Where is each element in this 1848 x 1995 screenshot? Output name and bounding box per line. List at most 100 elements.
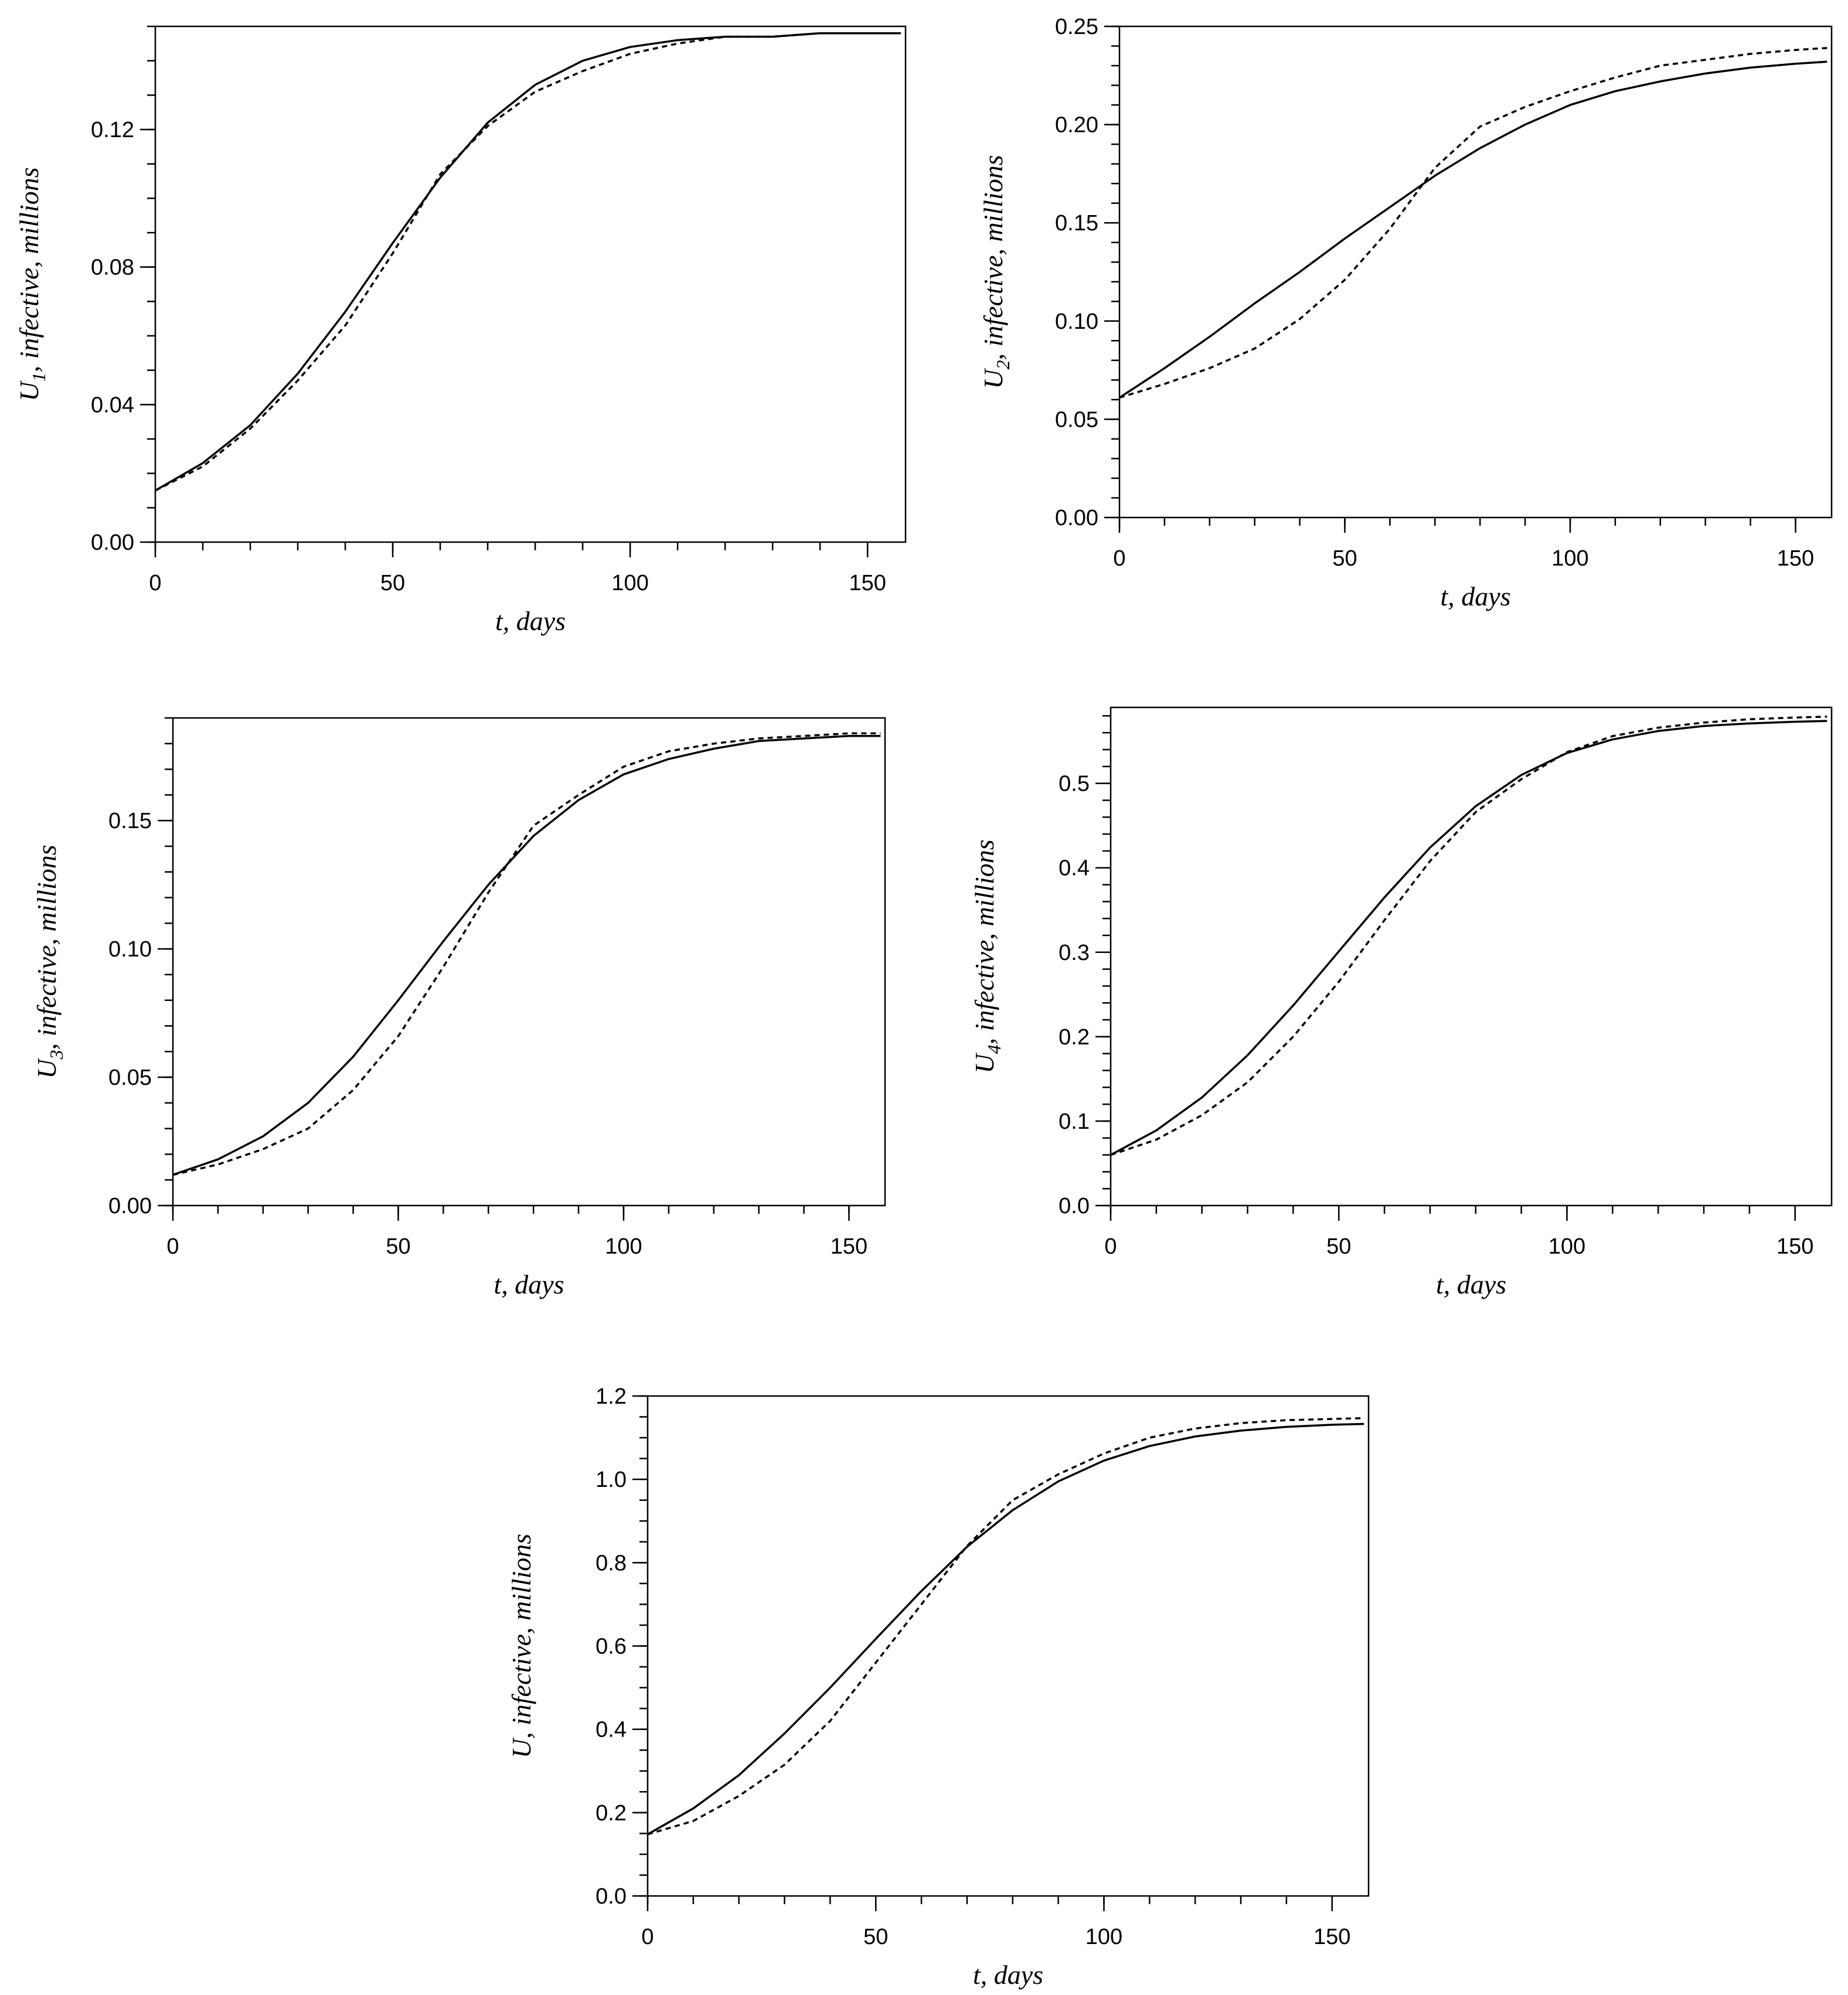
data-point-data: [1194, 1428, 1196, 1429]
y-tick-label: 0.05: [108, 1065, 152, 1090]
x-tick-label: 0: [1104, 1234, 1117, 1259]
x-tick-label: 50: [863, 1925, 888, 1949]
y-axis-label-subscript: 3: [46, 1050, 67, 1060]
chart-u1: 0 50 100 150 0.00 0.04 0.08 0.12 t, days U1, infe…: [14, 25, 907, 636]
x-tick-label: 0: [1113, 546, 1125, 571]
x-tick-label: 100: [1548, 1234, 1585, 1259]
plot-frame: [1110, 706, 1833, 1207]
x-tick-label: 150: [1776, 1234, 1813, 1259]
series-line-model: [647, 1422, 1364, 1836]
data-point-data: [202, 465, 204, 467]
data-point-data: [1794, 717, 1796, 719]
data-point-data: [1659, 65, 1661, 67]
x-tick-label: 100: [605, 1234, 642, 1259]
data-point-data: [1363, 1417, 1365, 1419]
x-axis-label: t, days: [495, 606, 566, 636]
y-axis-label-subscript: 4: [983, 1044, 1005, 1054]
x-axis-label: t, days: [494, 1269, 564, 1299]
y-axis-label-subscript: 1: [28, 372, 49, 382]
series-line-model: [1110, 720, 1827, 1156]
y-tick-label: 0.12: [91, 118, 134, 142]
x-tick-label: 50: [386, 1234, 410, 1259]
data-point-data: [1285, 1419, 1287, 1421]
chart-u3: 0 50 100 150 0.00 0.05 0.10 0.15 t, days U3, infe…: [32, 717, 886, 1299]
x-tick-label: 50: [1326, 1234, 1351, 1259]
x-axis-label: t, days: [1440, 581, 1510, 611]
y-axis-label-main: U: [978, 368, 1008, 389]
y-axis-label-main: U: [969, 1053, 999, 1074]
x-tick-label: 50: [1332, 546, 1357, 571]
y-tick-label: 0.00: [1055, 506, 1098, 530]
y-tick-label: 0.10: [108, 937, 152, 962]
plot-frame: [646, 1395, 1370, 1897]
data-point-data: [1103, 1453, 1105, 1455]
y-tick-label: 0.5: [1059, 772, 1090, 796]
x-tick-label: 150: [1313, 1925, 1350, 1949]
plot-frame: [1118, 25, 1833, 519]
y-tick-label: 0.8: [595, 1551, 627, 1575]
y-tick-label: 0.20: [1055, 113, 1098, 138]
y-tick-label: 0.6: [595, 1635, 627, 1659]
data-point-data: [1569, 90, 1571, 92]
data-point-data: [677, 43, 679, 45]
y-tick-label: 0.00: [91, 530, 134, 555]
x-tick-label: 150: [1777, 546, 1814, 571]
y-axis-label: U, infective, millions: [506, 1534, 536, 1758]
y-tick-label: 0.15: [108, 809, 152, 833]
data-point-data: [1434, 167, 1436, 169]
plot-frame: [172, 717, 886, 1207]
y-tick-label: 0.2: [595, 1801, 627, 1826]
x-tick-label: 100: [1551, 546, 1588, 571]
plot-frame: [154, 25, 907, 543]
x-tick-label: 100: [611, 571, 648, 595]
series-line-data: [172, 732, 881, 1176]
series-line-data: [155, 32, 901, 492]
y-tick-label: 0.4: [595, 1718, 627, 1742]
series-line-data: [1110, 716, 1827, 1156]
y-axis-label-subscript: 2: [992, 360, 1013, 369]
y-tick-label: 1.0: [595, 1468, 627, 1492]
y-tick-label: 0.04: [91, 393, 134, 417]
data-point-data: [1240, 1422, 1242, 1424]
chart-u4: 0 50 100 150 0.0 0.1 0.2 0.3 0.4 0.5 t, days U4, in…: [969, 706, 1833, 1299]
y-axis-label-rest: , infective, millions: [978, 155, 1008, 360]
y-tick-label: 0.05: [1055, 407, 1098, 432]
y-tick-label: 0.4: [1059, 856, 1090, 881]
chart-u2: 0 50 100 150 0.00 0.05 0.10 0.15 0.20 0.25 t, days…: [978, 15, 1833, 611]
y-tick-label: 0.15: [1055, 211, 1098, 236]
y-tick-label: 0.2: [1059, 1025, 1090, 1050]
x-tick-label: 0: [166, 1234, 179, 1259]
y-tick-label: 0.25: [1055, 15, 1098, 39]
data-point-data: [533, 825, 535, 826]
y-tick-label: 0.1: [1059, 1109, 1090, 1134]
x-tick-label: 50: [380, 571, 405, 595]
data-point-data: [880, 733, 882, 734]
data-point-data: [848, 733, 850, 734]
y-axis-label: U4, infective, millions: [969, 839, 1005, 1073]
y-axis-label-rest: , infective, millions: [14, 167, 44, 372]
y-tick-label: 0.00: [108, 1194, 152, 1218]
data-point-data: [1012, 1499, 1013, 1501]
series-line-model: [155, 32, 901, 492]
x-tick-label: 100: [1085, 1925, 1122, 1949]
y-axis-label-rest: , infective, millions: [32, 845, 62, 1050]
y-axis-label-rest: , infective, millions: [969, 839, 999, 1044]
y-tick-label: 0.3: [1059, 941, 1090, 965]
x-tick-label: 150: [831, 1234, 867, 1259]
x-axis-label: t, days: [973, 1960, 1043, 1990]
y-tick-label: 1.2: [595, 1384, 627, 1409]
data-point-data: [1614, 77, 1616, 79]
data-point-data: [803, 735, 805, 737]
y-axis-label-rest: , infective, millions: [506, 1534, 536, 1739]
y-axis-label: U3, infective, millions: [32, 845, 67, 1078]
x-tick-label: 0: [641, 1925, 654, 1949]
y-tick-label: 0.0: [595, 1884, 627, 1909]
series-line-model: [1119, 60, 1827, 399]
y-tick-label: 0.0: [1059, 1194, 1090, 1218]
series-line-data: [647, 1417, 1364, 1836]
x-tick-label: 0: [149, 571, 161, 595]
series-line-data: [1119, 47, 1827, 399]
x-axis-label: t, days: [1436, 1269, 1506, 1299]
y-axis-label: U1, infective, millions: [14, 167, 49, 401]
